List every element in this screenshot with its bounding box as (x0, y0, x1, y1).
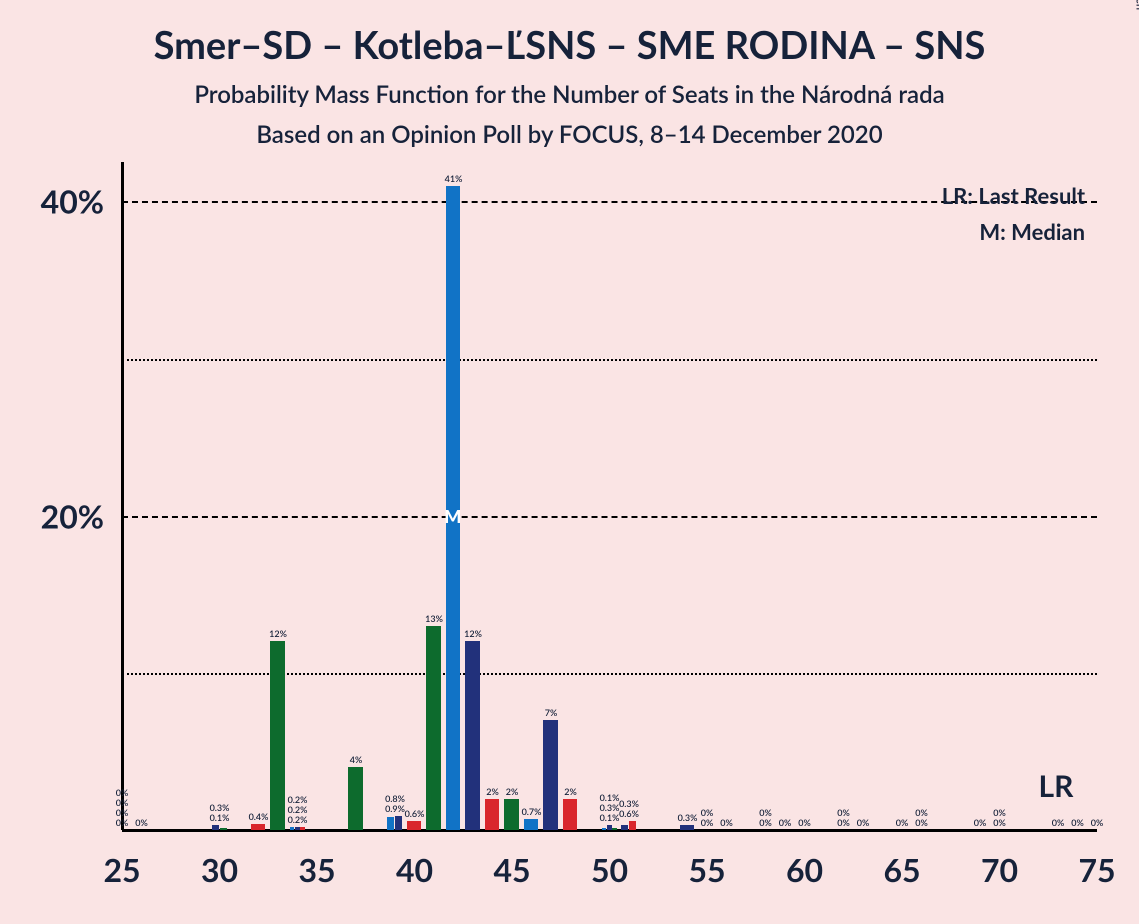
chart-root: Smer–SD – Kotleba–ĽSNS – SME RODINA – SN… (0, 0, 1139, 924)
bar-value-label: 0.1% (600, 812, 620, 823)
bar-value-label: 2% (564, 786, 577, 797)
bar-value-label: 12% (269, 628, 287, 639)
bar-value-label: 0.2% (288, 814, 308, 825)
copyright-text: © 2020 Filip van Laenen (1133, 0, 1139, 10)
bar-value-label: 13% (425, 613, 443, 624)
y-tick-label: 20% (41, 496, 104, 535)
gridline (122, 516, 1097, 518)
bar-blue (602, 828, 607, 830)
bar-green (348, 767, 363, 830)
bar-value-label: 41% (445, 173, 463, 184)
bar-green (612, 828, 617, 830)
chart-subtitle-1: Probability Mass Function for the Number… (0, 80, 1139, 109)
y-tick-label: 40% (41, 182, 104, 221)
x-tick-label: 70 (981, 850, 1018, 889)
bar-navy (607, 825, 612, 830)
chart-subtitle-2: Based on an Opinion Poll by FOCUS, 8–14 … (0, 120, 1139, 149)
bar-value-label: 0% (1052, 817, 1065, 828)
bar-value-label: 0% (720, 817, 733, 828)
bar-green (504, 799, 519, 830)
bar-navy (295, 827, 300, 830)
bar-navy (543, 720, 558, 830)
bar-red (251, 824, 266, 830)
lr-annotation: LR (1039, 768, 1074, 804)
bar-value-label: 2% (506, 786, 519, 797)
bar-value-label: 0% (974, 817, 987, 828)
y-axis (121, 162, 124, 830)
bar-red (629, 821, 636, 830)
x-tick-label: 75 (1078, 850, 1115, 889)
bar-green (270, 641, 285, 830)
plot-area: 253035404550556065707520%40%LR: Last Res… (122, 170, 1097, 830)
bar-value-label: 0% (857, 817, 870, 828)
chart-title: Smer–SD – Kotleba–ĽSNS – SME RODINA – SN… (0, 22, 1139, 68)
bar-value-label: 0% (1091, 817, 1104, 828)
bar-navy (680, 825, 695, 830)
bar-value-label: 0.9% (385, 803, 405, 814)
bar-value-label: 0% (759, 817, 772, 828)
x-tick-label: 40 (396, 850, 433, 889)
bar-value-label: 7% (545, 707, 558, 718)
bar-value-label: 0.1% (210, 812, 230, 823)
legend-line: LR: Last Result (942, 182, 1085, 209)
bar-value-label: 0% (798, 817, 811, 828)
bar-value-label: 0.6% (405, 808, 425, 819)
legend-line: M: Median (979, 218, 1085, 245)
bar-blue (290, 827, 295, 830)
bar-value-label: 0% (135, 817, 148, 828)
bar-value-label: 0% (915, 817, 928, 828)
x-tick-label: 50 (591, 850, 628, 889)
bar-value-label: 0.7% (522, 806, 542, 817)
bar-value-label: 0.6% (619, 808, 639, 819)
x-tick-label: 35 (298, 850, 335, 889)
bar-green (220, 828, 227, 830)
bar-value-label: 0% (701, 817, 714, 828)
bar-value-label: 0.4% (249, 811, 269, 822)
x-tick-label: 60 (786, 850, 823, 889)
bar-blue (524, 819, 539, 830)
bar-navy (621, 825, 628, 830)
bar-value-label: 12% (464, 628, 482, 639)
x-tick-label: 25 (103, 850, 140, 889)
bar-red (563, 799, 578, 830)
bar-value-label: 0% (896, 817, 909, 828)
x-tick-label: 65 (883, 850, 920, 889)
bar-red (407, 821, 422, 830)
bar-navy (395, 816, 402, 830)
gridline (122, 673, 1097, 675)
median-marker: M (444, 505, 461, 527)
bar-navy (465, 641, 480, 830)
x-tick-label: 30 (201, 850, 238, 889)
bar-value-label: 0% (993, 817, 1006, 828)
bar-value-label: 0% (837, 817, 850, 828)
bar-green (426, 626, 441, 830)
bar-red (300, 827, 305, 830)
bar-value-label: 0% (116, 817, 129, 828)
bar-value-label: 2% (486, 786, 499, 797)
bar-value-label: 0% (779, 817, 792, 828)
bar-value-label: 4% (350, 754, 363, 765)
bar-value-label: 0% (1071, 817, 1084, 828)
bar-navy (212, 825, 219, 830)
bar-value-label: 0.3% (678, 812, 698, 823)
x-tick-label: 55 (688, 850, 725, 889)
bar-blue (387, 817, 394, 830)
bar-red (485, 799, 500, 830)
gridline (122, 359, 1097, 361)
x-tick-label: 45 (493, 850, 530, 889)
